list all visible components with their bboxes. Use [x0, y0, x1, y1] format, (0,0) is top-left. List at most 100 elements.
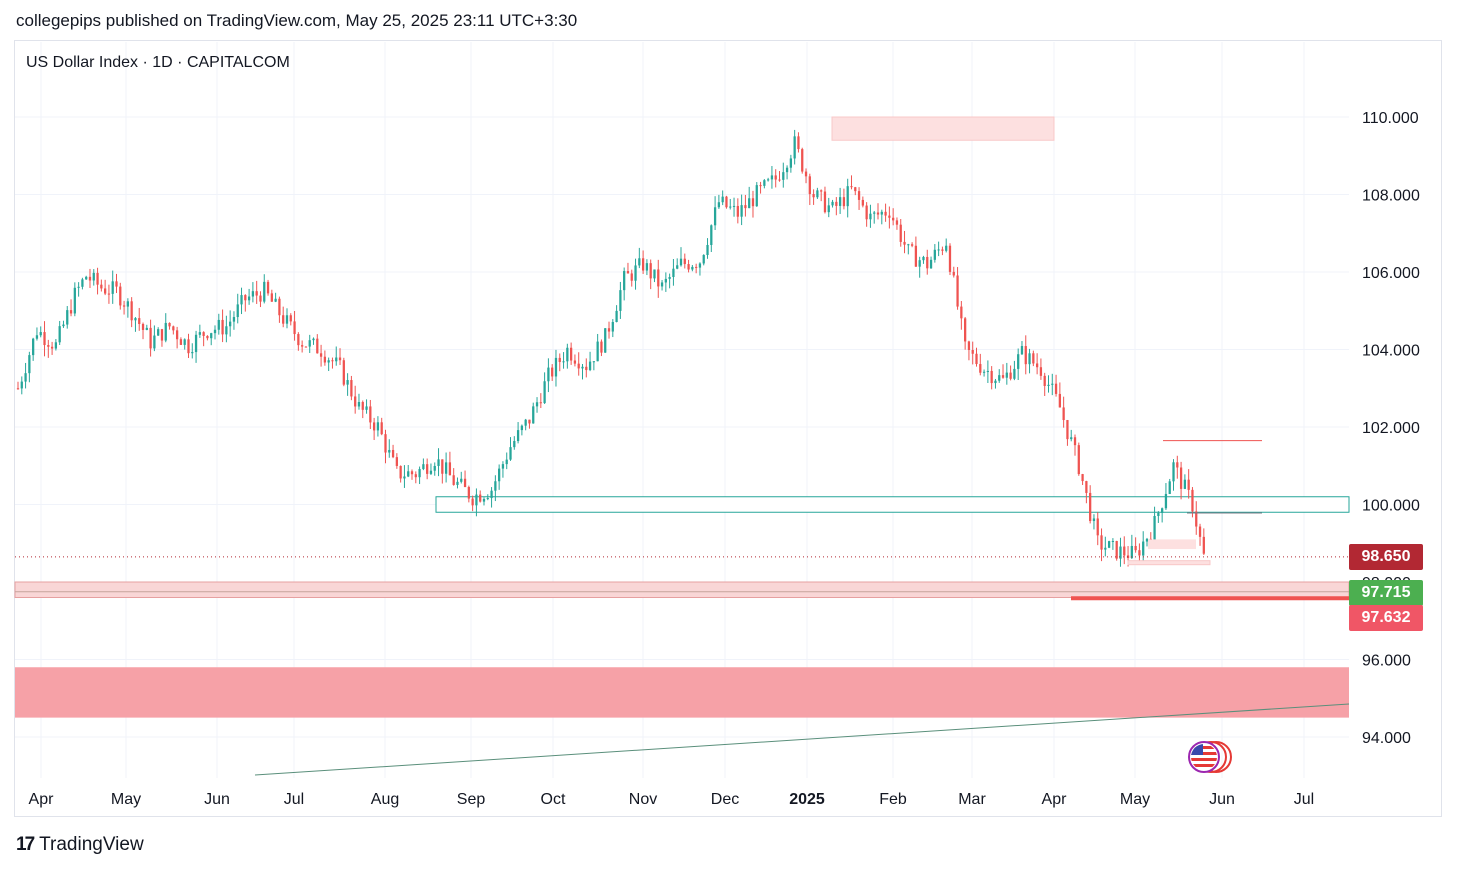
- candle-body: [1119, 546, 1122, 559]
- candle-body: [1062, 407, 1065, 421]
- candle-body: [691, 266, 694, 270]
- candle-body: [395, 457, 398, 466]
- candles: [16, 129, 1205, 567]
- candle-body: [433, 465, 436, 471]
- candle-body: [282, 315, 285, 324]
- candle-body: [32, 338, 35, 356]
- candle-body: [293, 321, 296, 335]
- candle-body: [1123, 546, 1126, 556]
- candle-body: [528, 419, 531, 424]
- candle-body: [28, 355, 31, 374]
- candle-body: [206, 335, 209, 339]
- candle-body: [323, 356, 327, 363]
- candle-body: [596, 341, 599, 362]
- candle-body: [941, 249, 944, 251]
- small-zone: [1148, 539, 1196, 550]
- candle-body: [47, 345, 50, 347]
- candle-body: [1187, 479, 1190, 490]
- y-tick-label: 110.000: [1362, 110, 1419, 127]
- candle-body: [808, 176, 811, 195]
- candle-body: [399, 465, 402, 479]
- candle-body: [372, 422, 376, 431]
- candle-body: [649, 263, 652, 279]
- candle-body: [566, 347, 569, 362]
- candle-body: [141, 323, 145, 330]
- demand-zone: [14, 581, 1350, 598]
- candle-body: [100, 284, 103, 289]
- chart-frame[interactable]: [14, 40, 1442, 817]
- candle-body: [1024, 346, 1027, 365]
- candle-body: [407, 471, 410, 477]
- x-tick-label: 2025: [789, 791, 825, 808]
- y-tick-label: 108.000: [1362, 188, 1420, 205]
- candle-body: [426, 464, 429, 474]
- candle-body: [755, 185, 758, 207]
- tradingview-brand[interactable]: 17 TradingView: [16, 834, 144, 856]
- candle-body: [801, 149, 804, 172]
- candle-body: [179, 339, 183, 345]
- candle-body: [20, 381, 23, 389]
- candle-body: [441, 459, 444, 474]
- overlays: [15, 440, 1350, 776]
- candle-body: [62, 324, 65, 327]
- candle-body: [516, 430, 520, 442]
- candle-body: [619, 290, 622, 311]
- candle-body: [350, 380, 353, 397]
- candle-body: [1032, 353, 1035, 364]
- y-tick-label: 104.000: [1362, 343, 1420, 360]
- candle-body: [1039, 367, 1043, 376]
- candle-body: [354, 396, 357, 407]
- x-tick-label: Apr: [29, 791, 55, 808]
- candle-body: [157, 329, 160, 336]
- candle-body: [793, 136, 796, 159]
- candle-body: [551, 367, 554, 377]
- candle-body: [664, 278, 667, 283]
- candle-body: [763, 180, 766, 186]
- candle-body: [838, 197, 842, 206]
- grid-lines: [15, 42, 1349, 778]
- candle-body: [577, 363, 580, 369]
- candle-body: [1145, 538, 1149, 542]
- candle-body: [410, 471, 414, 475]
- candle-body: [444, 462, 448, 474]
- candle-body: [831, 201, 834, 206]
- candle-body: [1168, 481, 1171, 494]
- candle-body: [1005, 372, 1008, 378]
- candle-body: [278, 298, 281, 316]
- candle-body: [221, 319, 224, 335]
- candle-body: [1089, 492, 1092, 522]
- us-flag-icon[interactable]: [1184, 740, 1236, 774]
- candle-body: [626, 271, 630, 274]
- candle-body: [77, 286, 80, 288]
- candle-body: [119, 286, 122, 306]
- candle-body: [494, 481, 497, 491]
- x-tick-label: Aug: [371, 791, 399, 808]
- candle-body: [634, 265, 637, 281]
- candle-body: [346, 380, 349, 385]
- candle-body: [657, 269, 660, 287]
- candle-body: [130, 301, 133, 321]
- candle-body: [149, 327, 152, 349]
- candle-body: [50, 346, 54, 349]
- candle-body: [422, 464, 425, 470]
- candle-body: [43, 332, 46, 346]
- candle-body: [520, 425, 524, 431]
- supply-zone: [831, 116, 1055, 141]
- candle-body: [1028, 353, 1031, 365]
- candle-body: [623, 271, 626, 291]
- candle-body: [683, 258, 686, 265]
- x-tick-label: Jun: [204, 791, 230, 808]
- candle-body: [713, 207, 717, 226]
- candle-body: [854, 187, 857, 192]
- candle-body: [490, 490, 493, 499]
- candle-body: [388, 449, 391, 453]
- candle-body: [823, 191, 827, 213]
- candle-body: [145, 327, 148, 330]
- y-tick-label: 100.000: [1362, 498, 1420, 515]
- candle-body: [1043, 375, 1046, 386]
- candle-body: [994, 380, 997, 384]
- candle-body: [308, 340, 311, 347]
- y-tick-label: 102.000: [1362, 420, 1420, 437]
- candle-body: [456, 481, 459, 485]
